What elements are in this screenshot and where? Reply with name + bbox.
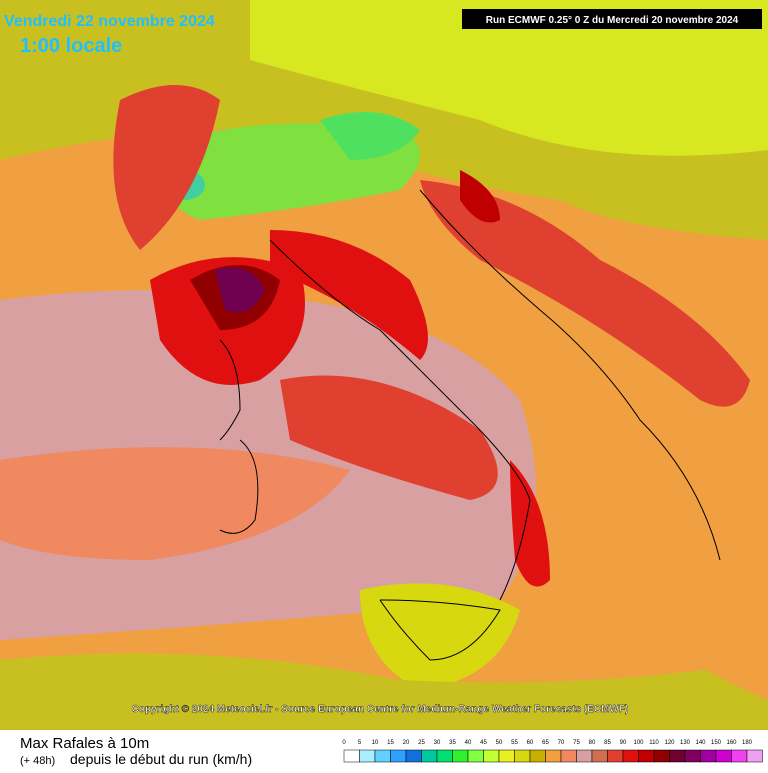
scale-label: 100 (633, 740, 644, 746)
scale-label: 70 (558, 740, 565, 746)
scale-swatch (405, 749, 422, 763)
coastlines (219, 189, 721, 661)
scale-label: 15 (387, 740, 394, 746)
scale-swatch (669, 749, 686, 763)
scale-label: 0 (342, 740, 346, 746)
scale-swatch (467, 749, 484, 763)
scale-swatch (436, 749, 453, 763)
scale-swatch (715, 749, 732, 763)
scale-swatch (452, 749, 469, 763)
run-info: Run ECMWF 0.25° 0 Z du Mercredi 20 novem… (486, 15, 739, 26)
time-title: 1:00 locale (20, 35, 122, 57)
scale-label: 90 (620, 740, 627, 746)
scale-swatch (374, 749, 391, 763)
scale-label: 45 (480, 740, 487, 746)
scale-label: 50 (496, 740, 503, 746)
scale-swatch (529, 749, 546, 763)
scale-swatch (746, 749, 763, 763)
scale-swatch (607, 749, 624, 763)
run-banner (462, 9, 762, 29)
scale-swatch (591, 749, 608, 763)
scale-label: 150 (711, 740, 722, 746)
date-title: Vendredi 22 novembre 2024 (4, 13, 215, 30)
scale-label: 110 (649, 740, 659, 746)
copyright: Copyright © 2024 Meteociel.fr - Source E… (132, 704, 629, 715)
scale-label: 75 (573, 740, 580, 746)
scale-label: 25 (418, 740, 425, 746)
legend-subtitle: depuis le début du run (km/h) (70, 751, 252, 767)
scale-label: 60 (527, 740, 534, 746)
scale-label: 80 (589, 740, 596, 746)
scale-label: 160 (726, 740, 737, 746)
wind-field (0, 0, 768, 730)
legend-title: Max Rafales à 10m (20, 735, 149, 752)
scale-label: 65 (542, 740, 549, 746)
scale-swatch (653, 749, 670, 763)
scale-swatch (731, 749, 748, 763)
scale-label: 180 (742, 740, 753, 746)
scale-swatch (514, 749, 531, 763)
scale-swatch (343, 749, 360, 763)
scale-label: 5 (358, 740, 362, 746)
scale-swatch (498, 749, 515, 763)
scale-label: 130 (680, 740, 691, 746)
scale-label: 20 (403, 740, 410, 746)
scale-swatch (483, 749, 500, 763)
scale-swatch (421, 749, 438, 763)
scale-label: 85 (604, 740, 611, 746)
scale-label: 120 (664, 740, 675, 746)
scale-swatch (576, 749, 593, 763)
scale-swatch (560, 749, 577, 763)
scale-label: 10 (372, 740, 379, 746)
scale-label: 35 (449, 740, 456, 746)
scale-label: 140 (695, 740, 706, 746)
scale-swatch (700, 749, 717, 763)
scale-swatch (390, 749, 407, 763)
scale-label: 40 (465, 740, 472, 746)
scale-swatch (622, 749, 639, 763)
scale-label: 30 (434, 740, 441, 746)
scale-swatch (638, 749, 655, 763)
scale-swatch (684, 749, 701, 763)
scale-label: 55 (511, 740, 518, 746)
scale-swatch (545, 749, 562, 763)
scale-swatch (359, 749, 376, 763)
legend-prefix: (+ 48h) (20, 755, 55, 767)
